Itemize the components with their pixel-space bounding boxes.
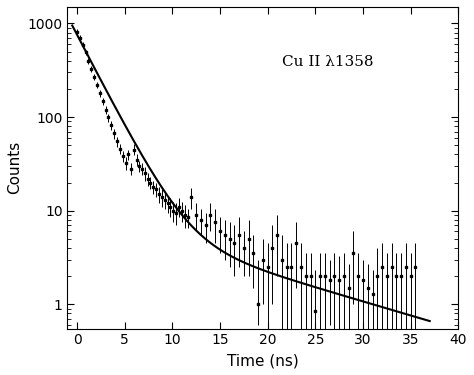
Y-axis label: Counts: Counts xyxy=(7,141,22,194)
X-axis label: Time (ns): Time (ns) xyxy=(227,353,299,368)
Text: Cu II λ1358: Cu II λ1358 xyxy=(283,55,374,69)
